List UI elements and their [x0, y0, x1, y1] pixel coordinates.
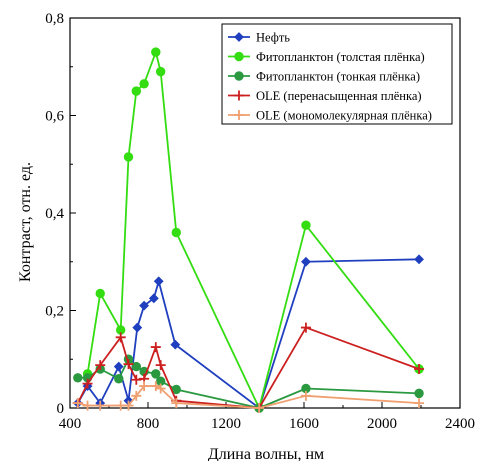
data-point	[171, 398, 182, 409]
data-point	[139, 381, 150, 392]
data-point	[95, 288, 105, 299]
data-point	[131, 390, 142, 401]
legend-swatch-marker	[234, 110, 244, 120]
legend: Нефть Фитопланктон (толстая плёнка) Фитопл…	[221, 23, 453, 125]
legend-swatch-marker	[234, 90, 244, 101]
data-point	[254, 403, 265, 413]
legend-label: OLE (мономолекулярная плёнка)	[256, 109, 432, 123]
data-point	[148, 293, 159, 304]
y-tick-label: 0,2	[45, 304, 64, 320]
legend-label: Фитопланктон (тонкая плёнка)	[256, 70, 420, 84]
legend-item: OLE (перенасыщенная плёнка)	[228, 89, 422, 103]
x-tick-label: 1600	[289, 416, 319, 432]
data-point	[123, 359, 134, 370]
x-tick-label: 2400	[445, 416, 475, 432]
data-point	[82, 400, 93, 411]
legend-box	[221, 23, 453, 125]
series-layer	[72, 47, 425, 413]
x-tick-label: 400	[59, 416, 82, 432]
legend-item: Фитопланктон (толстая плёнка)	[228, 50, 425, 64]
data-point	[300, 390, 311, 401]
data-point	[151, 369, 161, 379]
x-tick-label: 1200	[211, 416, 241, 432]
data-point	[301, 256, 311, 267]
data-point	[155, 383, 166, 394]
series-2	[82, 47, 424, 413]
y-tick-label: 0,8	[45, 11, 64, 27]
data-point	[414, 254, 424, 265]
ticks: 400 800 1200 1600 2000 2400 0 0,2 0,4 0,6 0,8	[45, 11, 475, 432]
series-line	[86, 51, 420, 409]
data-point	[73, 373, 83, 383]
data-point	[153, 276, 164, 287]
data-point	[139, 300, 150, 311]
data-point	[95, 400, 106, 411]
data-point	[151, 47, 161, 57]
data-point	[170, 339, 181, 350]
legend-swatch-marker	[234, 32, 244, 42]
data-point	[72, 398, 83, 409]
data-point	[113, 361, 124, 372]
legend-label: Фитопланктон (толстая плёнка)	[256, 50, 425, 64]
data-point	[414, 398, 425, 409]
data-point	[139, 79, 149, 89]
data-point	[132, 322, 143, 333]
y-tick-label: 0,6	[45, 109, 64, 125]
y-tick-label: 0	[57, 401, 65, 417]
data-point	[155, 66, 166, 77]
x-axis-title: Длина волны, нм	[208, 446, 324, 461]
x-tick-label: 800	[137, 416, 160, 432]
data-point	[131, 86, 142, 96]
data-point	[114, 374, 124, 384]
series-1	[72, 254, 424, 413]
data-point	[123, 400, 134, 411]
data-point	[150, 342, 161, 353]
data-point	[82, 378, 93, 389]
legend-item: Фитопланктон (тонкая плёнка)	[228, 70, 420, 84]
y-tick-label: 0,4	[45, 206, 64, 222]
y-axis-title: Контраст, отн. ед.	[17, 162, 34, 282]
legend-label: OLE (перенасыщенная плёнка)	[256, 89, 422, 103]
data-point	[131, 374, 142, 385]
data-point	[414, 388, 424, 399]
data-point	[155, 360, 166, 371]
data-point	[115, 332, 126, 343]
series-5	[72, 381, 425, 413]
data-point	[300, 322, 311, 333]
legend-swatch-marker	[234, 51, 244, 62]
data-point	[414, 364, 425, 374]
x-tick-label: 2000	[367, 416, 397, 432]
data-point	[171, 227, 181, 238]
legend-label: Нефть	[256, 31, 290, 45]
legend-item: Нефть	[228, 31, 290, 45]
data-point	[131, 361, 142, 372]
legend-swatch-marker	[234, 71, 244, 81]
data-point	[95, 360, 106, 371]
data-point	[123, 152, 134, 162]
legend-item: OLE (мономолекулярная плёнка)	[228, 109, 432, 123]
data-point	[301, 220, 311, 230]
